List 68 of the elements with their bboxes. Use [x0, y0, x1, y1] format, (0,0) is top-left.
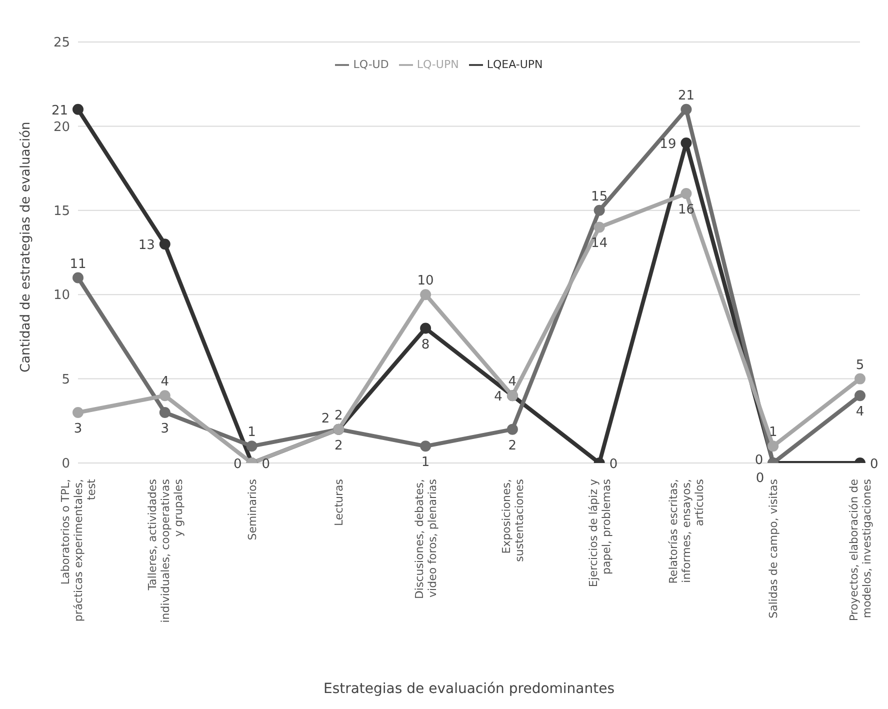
data-label: 21 [51, 103, 68, 118]
y-tick-label: 25 [53, 36, 70, 51]
data-label: 3 [74, 421, 82, 436]
data-label: 14 [591, 236, 608, 252]
data-label: 2 [334, 438, 343, 454]
data-label: 1 [421, 455, 430, 470]
data-label: 19 [660, 137, 676, 152]
data-label: 4 [160, 374, 170, 390]
data-label: 0 [756, 471, 764, 486]
y-tick-label: 10 [53, 288, 70, 304]
data-label: 11 [70, 256, 86, 272]
point [159, 238, 170, 250]
y-tick-label: 5 [62, 372, 70, 388]
point [680, 188, 692, 200]
data-label: 0 [233, 457, 242, 472]
point [594, 204, 605, 216]
y-tick-label: 0 [62, 456, 70, 472]
x-tick-label: Relatorías escritas, informes, ensayos, artículos [667, 478, 706, 584]
data-label: 1 [768, 425, 778, 440]
x-tick-label: Lecturas [332, 478, 346, 526]
legend-label: LQEA-UPN [486, 58, 543, 72]
data-label: 0 [754, 453, 764, 468]
point [506, 424, 518, 435]
data-label: 1 [248, 425, 256, 440]
y-tick-label: 20 [53, 120, 70, 135]
point [159, 390, 170, 402]
point [72, 272, 84, 284]
data-label: 0 [262, 457, 270, 472]
y-tick-label: 15 [53, 204, 70, 220]
point [420, 289, 432, 300]
point [768, 440, 779, 452]
data-label: 2 [334, 408, 343, 424]
data-label: 21 [678, 88, 694, 104]
point [594, 222, 605, 233]
data-label: 4 [856, 404, 864, 420]
data-label: 10 [417, 274, 434, 289]
data-label: 8 [421, 337, 430, 352]
data-label: 0 [870, 457, 878, 472]
point [246, 440, 258, 452]
data-label: 2 [321, 411, 330, 426]
data-label: 2 [508, 438, 517, 454]
data-label: 13 [138, 238, 155, 254]
x-tick-label: Laboratorios o TPL, prácticas experimentales, test [59, 478, 98, 622]
data-label: 4 [508, 374, 517, 390]
data-label: 16 [678, 202, 694, 218]
x-axis-title: Estrategias de evaluación predominantes [323, 681, 615, 697]
point [680, 138, 692, 149]
x-tick-label: Seminarios [246, 478, 259, 540]
x-tick-label: Discusiones, debates, video foros, plenarias [413, 478, 440, 600]
legend-label: LQ-UD [353, 58, 389, 72]
point [854, 373, 866, 384]
data-label: 4 [494, 390, 502, 405]
point [159, 406, 170, 418]
y-axis-title: Cantidad de estrategias de evaluación [18, 122, 34, 372]
x-tick-label: Proyectos, elaboración de modelos, investigaciones [848, 478, 874, 622]
point [854, 390, 866, 402]
legend-label: LQ-UPN [416, 58, 459, 72]
data-label: 0 [609, 457, 618, 472]
data-label: 5 [856, 358, 864, 373]
point [420, 440, 432, 452]
data-label: 3 [160, 421, 170, 436]
x-tick-label: Salidas de campo, visitas [767, 478, 780, 618]
data-label: 15 [591, 189, 608, 204]
point [420, 322, 432, 334]
point [72, 104, 84, 115]
point [680, 104, 692, 115]
point [72, 406, 84, 418]
x-tick-label: Talleres, actividades individuales, cooperativas y grupales [146, 478, 185, 623]
